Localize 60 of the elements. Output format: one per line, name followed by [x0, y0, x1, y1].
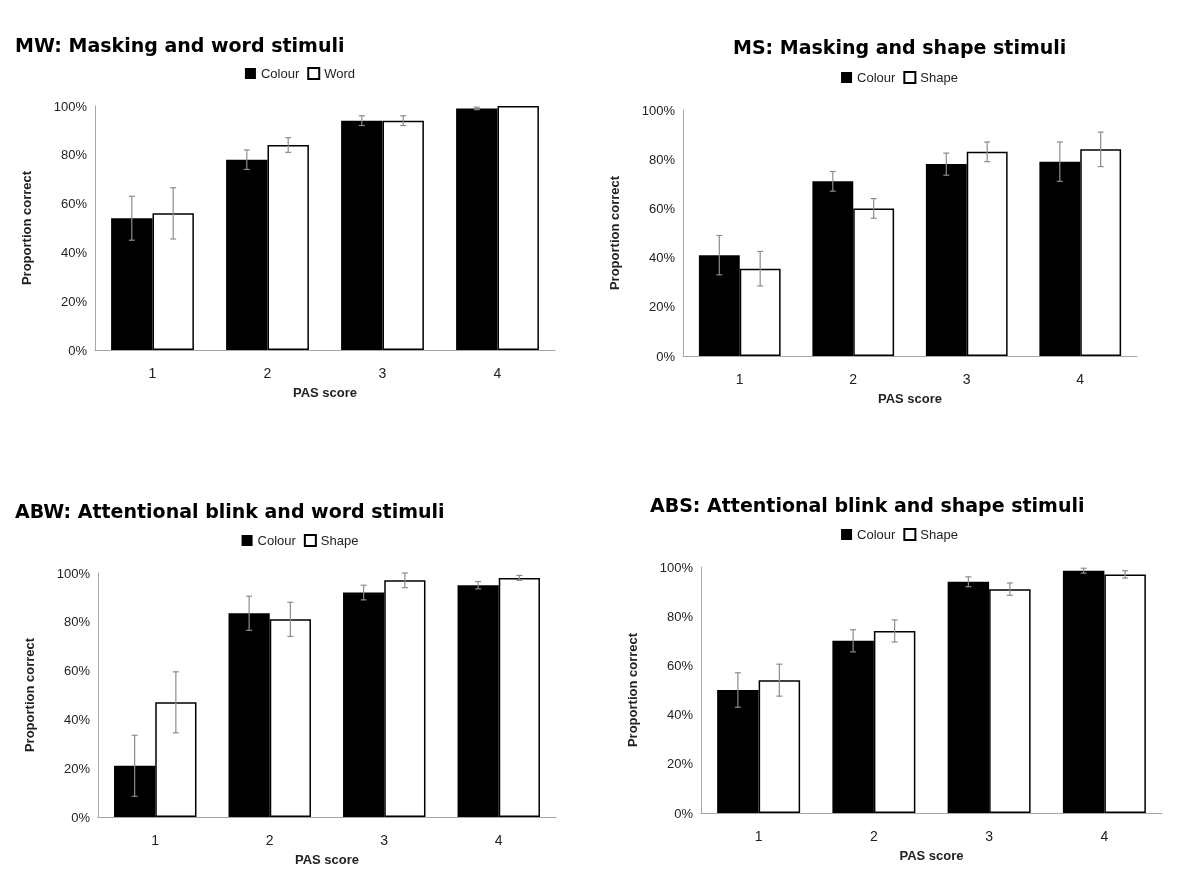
y-tick-label: 40% — [60, 244, 88, 260]
y-tick-label: 60% — [666, 657, 694, 673]
y-tick-label: 80% — [648, 151, 676, 167]
legend-label: Shape — [920, 527, 958, 542]
y-tick-label: 80% — [60, 147, 88, 163]
chart-title: ABS: Attentional blink and shape stimuli — [650, 493, 1085, 516]
y-tick-label: 80% — [666, 608, 694, 624]
x-tick-label: 2 — [265, 832, 274, 848]
y-axis-title: Proportion correct — [625, 632, 640, 748]
x-axis-title: PAS score — [877, 391, 943, 406]
y-tick-label: 60% — [60, 196, 88, 212]
y-axis-title: Proportion correct — [19, 170, 34, 286]
x-tick-label: 2 — [263, 365, 272, 381]
x-tick-label: 2 — [869, 828, 878, 844]
legend-label: Shape — [320, 533, 359, 548]
legend-label: Colour — [257, 533, 297, 548]
x-tick-label: 4 — [1100, 828, 1109, 844]
y-tick-label: 40% — [666, 707, 694, 723]
y-tick-label: 100% — [53, 98, 88, 114]
x-tick-label: 3 — [962, 371, 971, 387]
x-tick-label: 4 — [1076, 371, 1085, 387]
y-tick-label: 0% — [674, 805, 694, 821]
x-axis-title: PAS score — [294, 852, 360, 867]
x-tick-label: 2 — [849, 371, 858, 387]
y-tick-label: 20% — [63, 760, 91, 776]
x-tick-label: 4 — [493, 365, 502, 381]
y-tick-label: 100% — [659, 559, 694, 575]
x-axis-title: PAS score — [899, 848, 964, 863]
x-tick-label: 1 — [735, 371, 744, 387]
legend-label: Colour — [857, 527, 897, 542]
x-tick-label: 3 — [985, 828, 994, 844]
chart-title: MW: Masking and word stimuli — [15, 33, 345, 56]
y-tick-label: 0% — [68, 342, 88, 358]
y-tick-label: 40% — [648, 250, 676, 266]
chart-title: ABW: Attentional blink and word stimuli — [15, 499, 445, 522]
x-tick-label: 4 — [494, 832, 503, 848]
legend-label: Shape — [920, 70, 958, 85]
x-tick-label: 1 — [151, 832, 160, 848]
legend-label: Colour — [857, 70, 897, 85]
y-tick-label: 40% — [63, 711, 91, 727]
y-tick-label: 20% — [648, 299, 676, 315]
x-tick-label: 1 — [754, 828, 763, 844]
x-tick-label: 1 — [148, 365, 157, 381]
y-tick-label: 20% — [60, 293, 88, 309]
y-tick-label: 0% — [656, 348, 676, 364]
y-tick-label: 60% — [63, 663, 91, 679]
chart-title: MS: Masking and shape stimuli — [733, 35, 1067, 58]
y-axis-title: Proportion correct — [22, 637, 37, 753]
x-tick-label: 3 — [378, 365, 387, 381]
y-tick-label: 100% — [56, 565, 91, 581]
x-tick-label: 3 — [380, 832, 389, 848]
y-axis-title: Proportion correct — [607, 175, 622, 291]
y-tick-label: 0% — [71, 809, 91, 825]
x-axis-title: PAS score — [292, 385, 358, 400]
y-tick-label: 100% — [641, 102, 676, 118]
y-tick-label: 80% — [63, 614, 91, 630]
y-tick-label: 60% — [648, 200, 676, 216]
y-tick-label: 20% — [666, 756, 694, 772]
legend-label: Colour — [260, 66, 300, 81]
legend-label: Word — [324, 66, 356, 81]
